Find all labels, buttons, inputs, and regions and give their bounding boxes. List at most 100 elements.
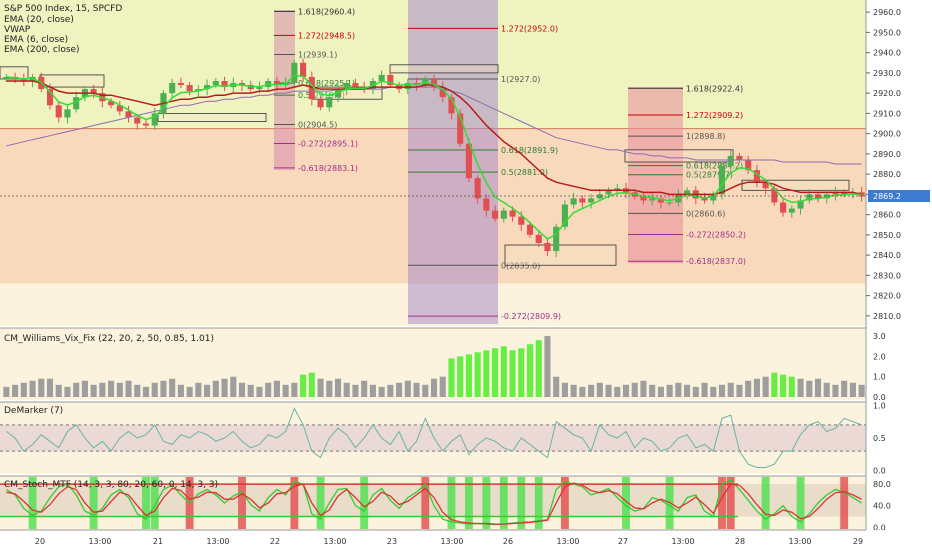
vix-bar	[492, 348, 499, 397]
time-tick-label: 28	[735, 537, 745, 546]
candle-body	[125, 111, 132, 118]
vix-bar	[160, 380, 167, 397]
vix-tick-label: 2.0	[873, 352, 886, 361]
time-tick-label: 29	[853, 537, 863, 546]
candle-body	[317, 99, 324, 108]
candle-body	[832, 192, 839, 195]
price-axis[interactable]: 2960.0 2950.0 2940.0 2930.0 2920.0 2910.0 2900…	[865, 0, 932, 550]
vix-bar	[841, 380, 848, 397]
fib-level-label: 0.5(2881.0)	[501, 168, 548, 177]
vix-bar	[55, 384, 62, 397]
time-axis[interactable]: 20 13:00 21 13:00 22 13:00 23 13:00 26 13:00 27 13:…	[0, 529, 932, 550]
vix-bar	[701, 382, 708, 397]
fib-level-label: 1(2927.0)	[501, 75, 540, 84]
stochastic-title: CM_Stoch_MTF (14, 3, 3, 80, 20, 60, 0, 1…	[4, 480, 218, 490]
fib-level-label: 1.272(2909.2)	[686, 111, 743, 120]
vix-bar	[81, 380, 88, 397]
stoch-signal-bar	[499, 477, 508, 529]
sr-box	[0, 66, 29, 80]
vix-tick-label: 1.0	[873, 373, 886, 382]
candle-body	[3, 76, 10, 79]
vix-bar	[640, 380, 647, 397]
price-pane[interactable]: 1.618(2960.4) 1.272(2948.5) 1(2939.1) 0.618…	[0, 0, 866, 326]
time-tick-label: 13:00	[671, 537, 694, 546]
vix-bar	[212, 380, 219, 397]
vix-bar	[439, 376, 446, 397]
vix-bar	[788, 376, 795, 397]
vix-bar	[649, 384, 656, 397]
vix-bar	[430, 378, 438, 397]
candle-body	[73, 97, 80, 110]
vix-bar	[526, 344, 534, 397]
candle-body	[151, 113, 158, 126]
time-tick-label: 13:00	[206, 537, 229, 546]
vix-bar	[99, 382, 106, 397]
price-tick-label: 2930.0	[873, 69, 901, 78]
candle-body	[300, 62, 307, 77]
vix-bar	[125, 380, 132, 397]
vix-bar	[317, 378, 324, 397]
time-tick-label: 13:00	[323, 537, 346, 546]
candle-body	[221, 80, 228, 88]
candle-body	[588, 198, 595, 203]
vix-bar	[465, 354, 472, 397]
vix-bar	[797, 378, 804, 397]
vix-bar	[718, 384, 726, 397]
candle-body	[561, 204, 568, 227]
price-tick-label: 2890.0	[873, 150, 901, 159]
stoch-signal-bar	[290, 477, 299, 529]
stoch-signal-bar	[726, 477, 735, 529]
stoch-signal-bar	[718, 477, 726, 529]
vix-bar	[169, 378, 176, 397]
price-tick-label: 2830.0	[873, 271, 901, 280]
vix-tick-label: 3.0	[873, 332, 886, 341]
candle-body	[90, 89, 97, 94]
fib-level-label: 0.618(2884.2)	[686, 162, 743, 171]
candle-body	[204, 85, 211, 90]
stoch-signal-bar	[482, 477, 491, 529]
stoch-signal-bar	[796, 477, 805, 529]
candle-body	[718, 166, 726, 195]
candle-body	[64, 109, 71, 118]
price-tick-label: 2920.0	[873, 89, 901, 98]
candle-body	[579, 198, 586, 203]
vix-bar	[404, 380, 411, 397]
ema200-line	[6, 86, 862, 165]
ema6-line	[6, 74, 862, 240]
vix-bar	[116, 382, 123, 397]
time-tick-label: 13:00	[788, 537, 811, 546]
price-tick-label: 2860.0	[873, 211, 901, 220]
time-tick-label: 13:00	[440, 537, 463, 546]
stoch-tick-label: 80.0	[873, 480, 891, 489]
time-tick-label: 20	[35, 537, 45, 546]
demarker-tick-label: 0.5	[873, 434, 886, 443]
candle-body	[570, 198, 577, 205]
demarker-band	[0, 424, 866, 452]
vix-bar	[483, 350, 490, 397]
vix-bar	[631, 382, 638, 397]
candle-body	[195, 89, 202, 92]
candle-body	[352, 83, 359, 88]
demarker-tick-label: 0.0	[873, 467, 886, 476]
indicator-legend-ema6: EMA (6, close)	[4, 35, 68, 45]
vix-bar	[343, 382, 350, 397]
vix-bar	[605, 384, 612, 397]
candle-body	[544, 242, 551, 252]
vix-bar	[326, 380, 333, 397]
vix-bar	[509, 350, 516, 397]
candle-body	[553, 226, 560, 252]
stoch-tick-label: 40.0	[873, 502, 891, 511]
candle-body	[108, 101, 115, 106]
vix-bar	[588, 384, 595, 397]
stoch-signal-bar	[622, 477, 630, 529]
vix-bar	[832, 384, 839, 397]
fib-level-label: 1(2898.8)	[686, 132, 725, 141]
vix-bar	[561, 382, 568, 397]
candle-body	[378, 74, 385, 81]
vix-tick-label: 0.0	[873, 393, 886, 402]
vix-bar	[684, 384, 691, 397]
vix-bar	[12, 384, 19, 397]
time-axis-bg	[0, 530, 932, 550]
vix-bar	[727, 382, 734, 397]
